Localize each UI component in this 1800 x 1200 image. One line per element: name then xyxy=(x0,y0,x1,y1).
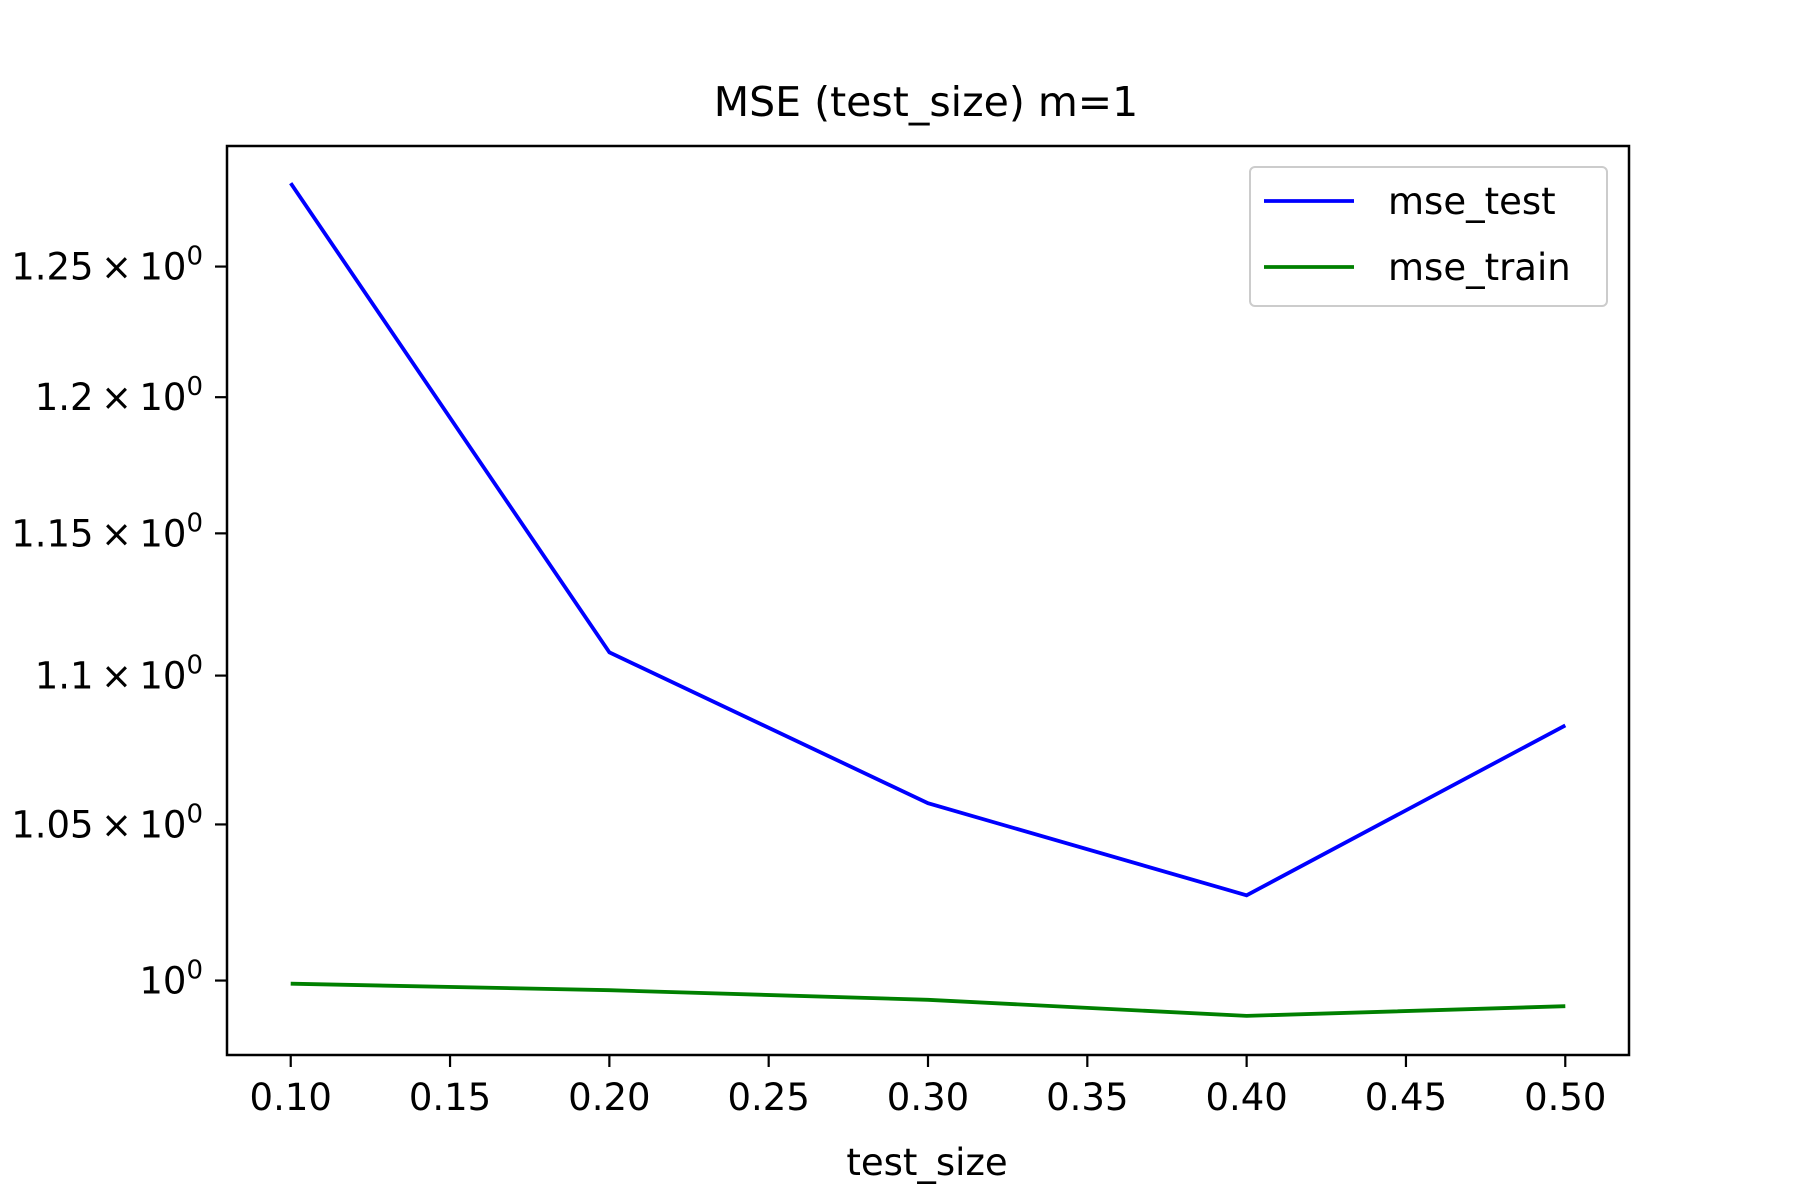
x-tick-label: 0.25 xyxy=(727,1076,809,1119)
legend-label-mse_train: mse_train xyxy=(1388,246,1571,289)
y-tick-label: 1.1 × 100 xyxy=(35,651,203,698)
y-tick-label: 1.05 × 100 xyxy=(11,799,203,846)
legend: mse_test mse_train xyxy=(1249,166,1608,307)
plot-area xyxy=(289,182,1567,1018)
x-axis-label: test_size xyxy=(846,1141,1007,1184)
legend-label-mse_test: mse_test xyxy=(1388,180,1556,223)
x-tick-label: 0.20 xyxy=(568,1076,650,1119)
y-tick-label: 1.15 × 100 xyxy=(11,508,203,555)
x-tick-label: 0.30 xyxy=(887,1076,969,1119)
series-line-mse_train xyxy=(290,981,1566,1018)
x-tick-label: 0.15 xyxy=(409,1076,491,1119)
x-tick-label: 0.50 xyxy=(1524,1076,1606,1119)
series-line-mse_test xyxy=(289,182,1567,898)
axes-frame xyxy=(225,144,1631,1057)
y-tick-label: 1.2 × 100 xyxy=(35,372,203,419)
x-tick-label: 0.10 xyxy=(250,1076,332,1119)
chart-title: MSE (test_size) m=1 xyxy=(714,78,1138,126)
x-tick-label: 0.40 xyxy=(1205,1076,1287,1119)
x-tick-label: 0.45 xyxy=(1365,1076,1447,1119)
y-tick-label: 100 xyxy=(139,956,203,1003)
x-tick-label: 0.35 xyxy=(1046,1076,1128,1119)
y-tick-label: 1.25 × 100 xyxy=(11,242,203,289)
axis-ticks: 0.10 0.15 0.20 0.25 0.30 0.35 0.40 0.45 0.50 100 1… xyxy=(11,242,1606,1119)
